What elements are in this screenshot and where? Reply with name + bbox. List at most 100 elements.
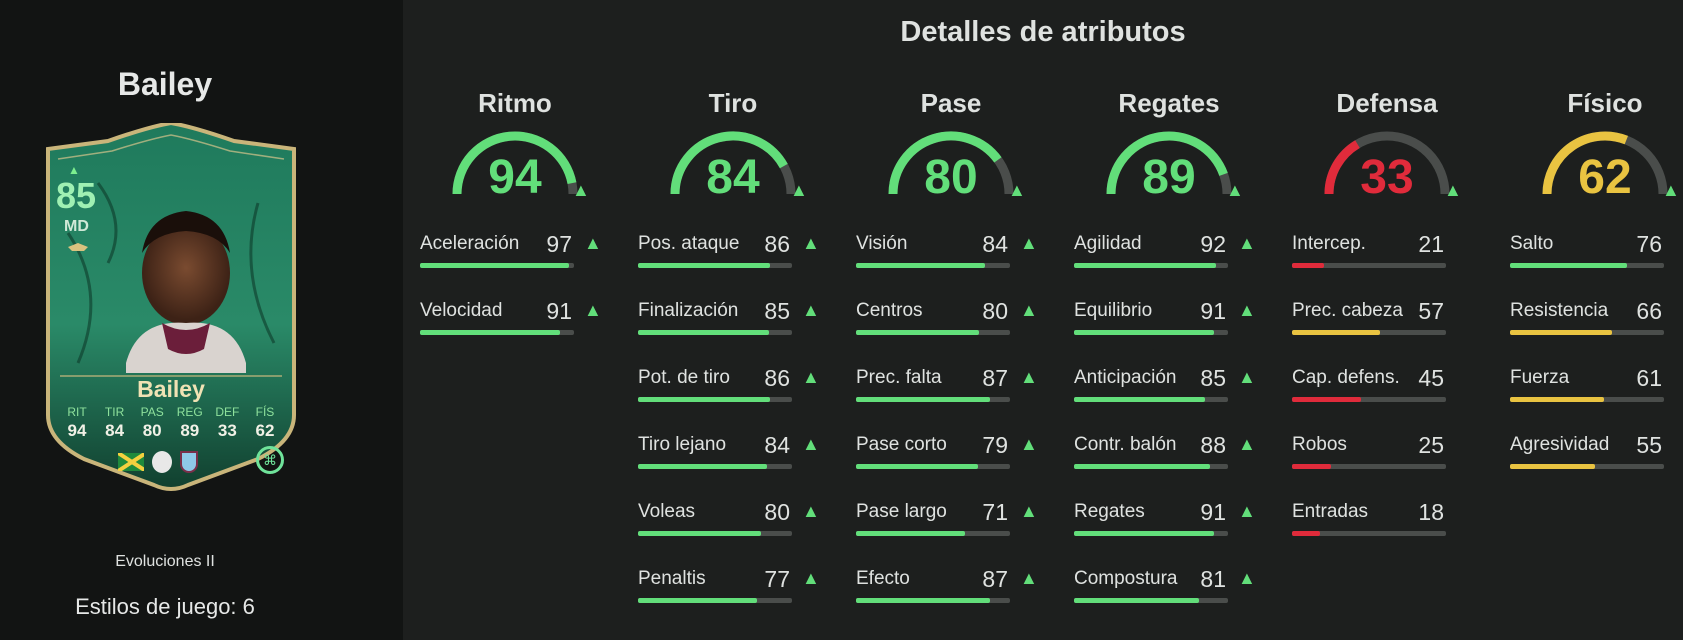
attribute-value: 87 bbox=[982, 566, 1008, 592]
attribute-value: 77 bbox=[764, 566, 790, 592]
rating-up-icon: ▲ bbox=[68, 163, 80, 177]
attribute-label: Entradas bbox=[1292, 501, 1369, 522]
attribute-label: Intercep. bbox=[1292, 233, 1366, 254]
attribute-row[interactable]: Visión 84 ▲ bbox=[856, 226, 1046, 293]
attribute-row[interactable]: Salto 76 bbox=[1510, 226, 1683, 293]
attribute-row[interactable]: Efecto 87 ▲ bbox=[856, 561, 1046, 628]
attribute-row[interactable]: Aceleración 97 ▲ bbox=[420, 226, 610, 293]
attribute-label: Pase largo bbox=[856, 501, 947, 522]
upgrade-arrow-icon: ▲ bbox=[802, 233, 820, 253]
attribute-row[interactable]: Entradas 18 bbox=[1292, 494, 1482, 561]
attribute-value: 21 bbox=[1418, 231, 1444, 257]
player-name: Bailey bbox=[117, 66, 213, 102]
attribute-list: Intercep. 21 Prec. cabeza 57 Cap. defens. 45 R… bbox=[1292, 226, 1482, 561]
attribute-value: 79 bbox=[982, 432, 1008, 458]
attribute-label: Pos. ataque bbox=[638, 233, 740, 254]
attribute-row[interactable]: Equilibrio 91 ▲ bbox=[1074, 293, 1264, 360]
attribute-bar-fill bbox=[856, 464, 978, 469]
attribute-row[interactable]: Cap. defens. 45 bbox=[1292, 360, 1482, 427]
playstyles-count[interactable]: Estilos de juego: 6 bbox=[75, 594, 255, 619]
attribute-row[interactable]: Fuerza 61 bbox=[1510, 360, 1683, 427]
category-4: Defensa 33 ▲ bbox=[1292, 88, 1482, 212]
attribute-value: 80 bbox=[982, 298, 1008, 324]
attribute-row[interactable]: Contr. balón 88 ▲ bbox=[1074, 427, 1264, 494]
attribute-row[interactable]: Centros 80 ▲ bbox=[856, 293, 1046, 360]
attribute-list: Visión 84 ▲ Centros 80 ▲ Prec. falta 87 ▲ Pase co… bbox=[856, 226, 1046, 628]
attribute-bar bbox=[1292, 397, 1446, 402]
attribute-label: Centros bbox=[856, 300, 923, 321]
attribute-list: Salto 76 Resistencia 66 Fuerza 61 Agresividad 5… bbox=[1510, 226, 1683, 494]
attribute-row[interactable]: Robos 25 bbox=[1292, 427, 1482, 494]
attribute-row[interactable]: Prec. falta 87 ▲ bbox=[856, 360, 1046, 427]
attribute-value: 66 bbox=[1636, 298, 1662, 324]
attribute-label: Anticipación bbox=[1074, 367, 1177, 388]
category-value: 62 bbox=[1578, 151, 1632, 204]
card-stat-label: PAS bbox=[140, 405, 164, 419]
upgrade-arrow-icon: ▲ bbox=[584, 233, 602, 253]
card-badges bbox=[118, 451, 198, 473]
card-stat-value: 84 bbox=[105, 421, 125, 440]
player-face bbox=[142, 221, 230, 325]
attribute-value: 91 bbox=[1200, 499, 1226, 525]
attribute-bar-fill bbox=[856, 397, 990, 402]
attribute-label: Penaltis bbox=[638, 568, 706, 589]
card-stat-value: 89 bbox=[180, 421, 200, 440]
category-gauge: 33 ▲ bbox=[1292, 124, 1482, 212]
attribute-bar bbox=[638, 531, 792, 536]
attribute-row[interactable]: Prec. cabeza 57 bbox=[1292, 293, 1482, 360]
player-card[interactable]: ▲ 85 MD Bailey RIT 94 TIR 84 PAS 80 REG 89 D… bbox=[38, 123, 304, 493]
attribute-bar bbox=[638, 397, 792, 402]
upgrade-arrow-icon: ▲ bbox=[802, 568, 820, 588]
card-stat-value: 62 bbox=[255, 421, 275, 440]
attribute-bar-fill bbox=[638, 263, 771, 268]
league-logo-icon bbox=[152, 451, 172, 473]
attribute-row[interactable]: Penaltis 77 ▲ bbox=[638, 561, 828, 628]
attribute-bar-fill bbox=[856, 330, 980, 335]
attribute-label: Contr. balón bbox=[1074, 434, 1177, 455]
attribute-row[interactable]: Intercep. 21 bbox=[1292, 226, 1482, 293]
nation-flag-icon bbox=[118, 453, 144, 471]
attribute-value: 87 bbox=[982, 365, 1008, 391]
attribute-label: Prec. cabeza bbox=[1292, 300, 1403, 321]
attribute-list: Agilidad 92 ▲ Equilibrio 91 ▲ Anticipación 85 ▲ C… bbox=[1074, 226, 1264, 628]
attribute-row[interactable]: Tiro lejano 84 ▲ bbox=[638, 427, 828, 494]
attribute-label: Aceleración bbox=[420, 233, 520, 254]
attribute-row[interactable]: Finalización 85 ▲ bbox=[638, 293, 828, 360]
attribute-bar bbox=[420, 263, 574, 268]
attribute-row[interactable]: Pos. ataque 86 ▲ bbox=[638, 226, 828, 293]
attribute-row[interactable]: Regates 91 ▲ bbox=[1074, 494, 1264, 561]
attribute-row[interactable]: Agresividad 55 bbox=[1510, 427, 1683, 494]
category-name: Defensa bbox=[1336, 88, 1438, 118]
attribute-label: Visión bbox=[856, 233, 908, 254]
attribute-row[interactable]: Velocidad 91 ▲ bbox=[420, 293, 610, 360]
upgrade-arrow-icon: ▲ bbox=[1020, 501, 1038, 521]
category-name: Ritmo bbox=[478, 88, 552, 118]
card-stat-physical: FÍS 62 bbox=[248, 405, 282, 441]
attribute-bar-fill bbox=[1510, 263, 1628, 268]
attribute-bar bbox=[1510, 263, 1664, 268]
attribute-label: Tiro lejano bbox=[638, 434, 727, 455]
attribute-row[interactable]: Pot. de tiro 86 ▲ bbox=[638, 360, 828, 427]
attribute-bar bbox=[638, 598, 792, 603]
attribute-row[interactable]: Pase largo 71 ▲ bbox=[856, 494, 1046, 561]
upgrade-arrow-icon: ▲ bbox=[802, 434, 820, 454]
category-value: 84 bbox=[706, 151, 760, 204]
attribute-bar-fill bbox=[1292, 397, 1362, 402]
attribute-list: Pos. ataque 86 ▲ Finalización 85 ▲ Pot. de tir… bbox=[638, 226, 828, 628]
attribute-row[interactable]: Voleas 80 ▲ bbox=[638, 494, 828, 561]
attribute-bar bbox=[1074, 531, 1228, 536]
attribute-label: Equilibrio bbox=[1074, 300, 1153, 321]
attribute-row[interactable]: Agilidad 92 ▲ bbox=[1074, 226, 1264, 293]
gauge-fill bbox=[452, 131, 577, 195]
attribute-row[interactable]: Pase corto 79 ▲ bbox=[856, 427, 1046, 494]
attribute-label: Resistencia bbox=[1510, 300, 1609, 321]
attribute-row[interactable]: Compostura 81 ▲ bbox=[1074, 561, 1264, 628]
attribute-bar-fill bbox=[638, 531, 762, 536]
attribute-row[interactable]: Anticipación 85 ▲ bbox=[1074, 360, 1264, 427]
attribute-value: 71 bbox=[982, 499, 1008, 525]
attribute-bar-fill bbox=[1510, 330, 1612, 335]
attribute-row[interactable]: Resistencia 66 bbox=[1510, 293, 1683, 360]
category-gauge: 62 ▲ bbox=[1510, 124, 1683, 212]
attribute-label: Fuerza bbox=[1510, 367, 1570, 388]
category-gauge: 80 ▲ bbox=[856, 124, 1046, 212]
